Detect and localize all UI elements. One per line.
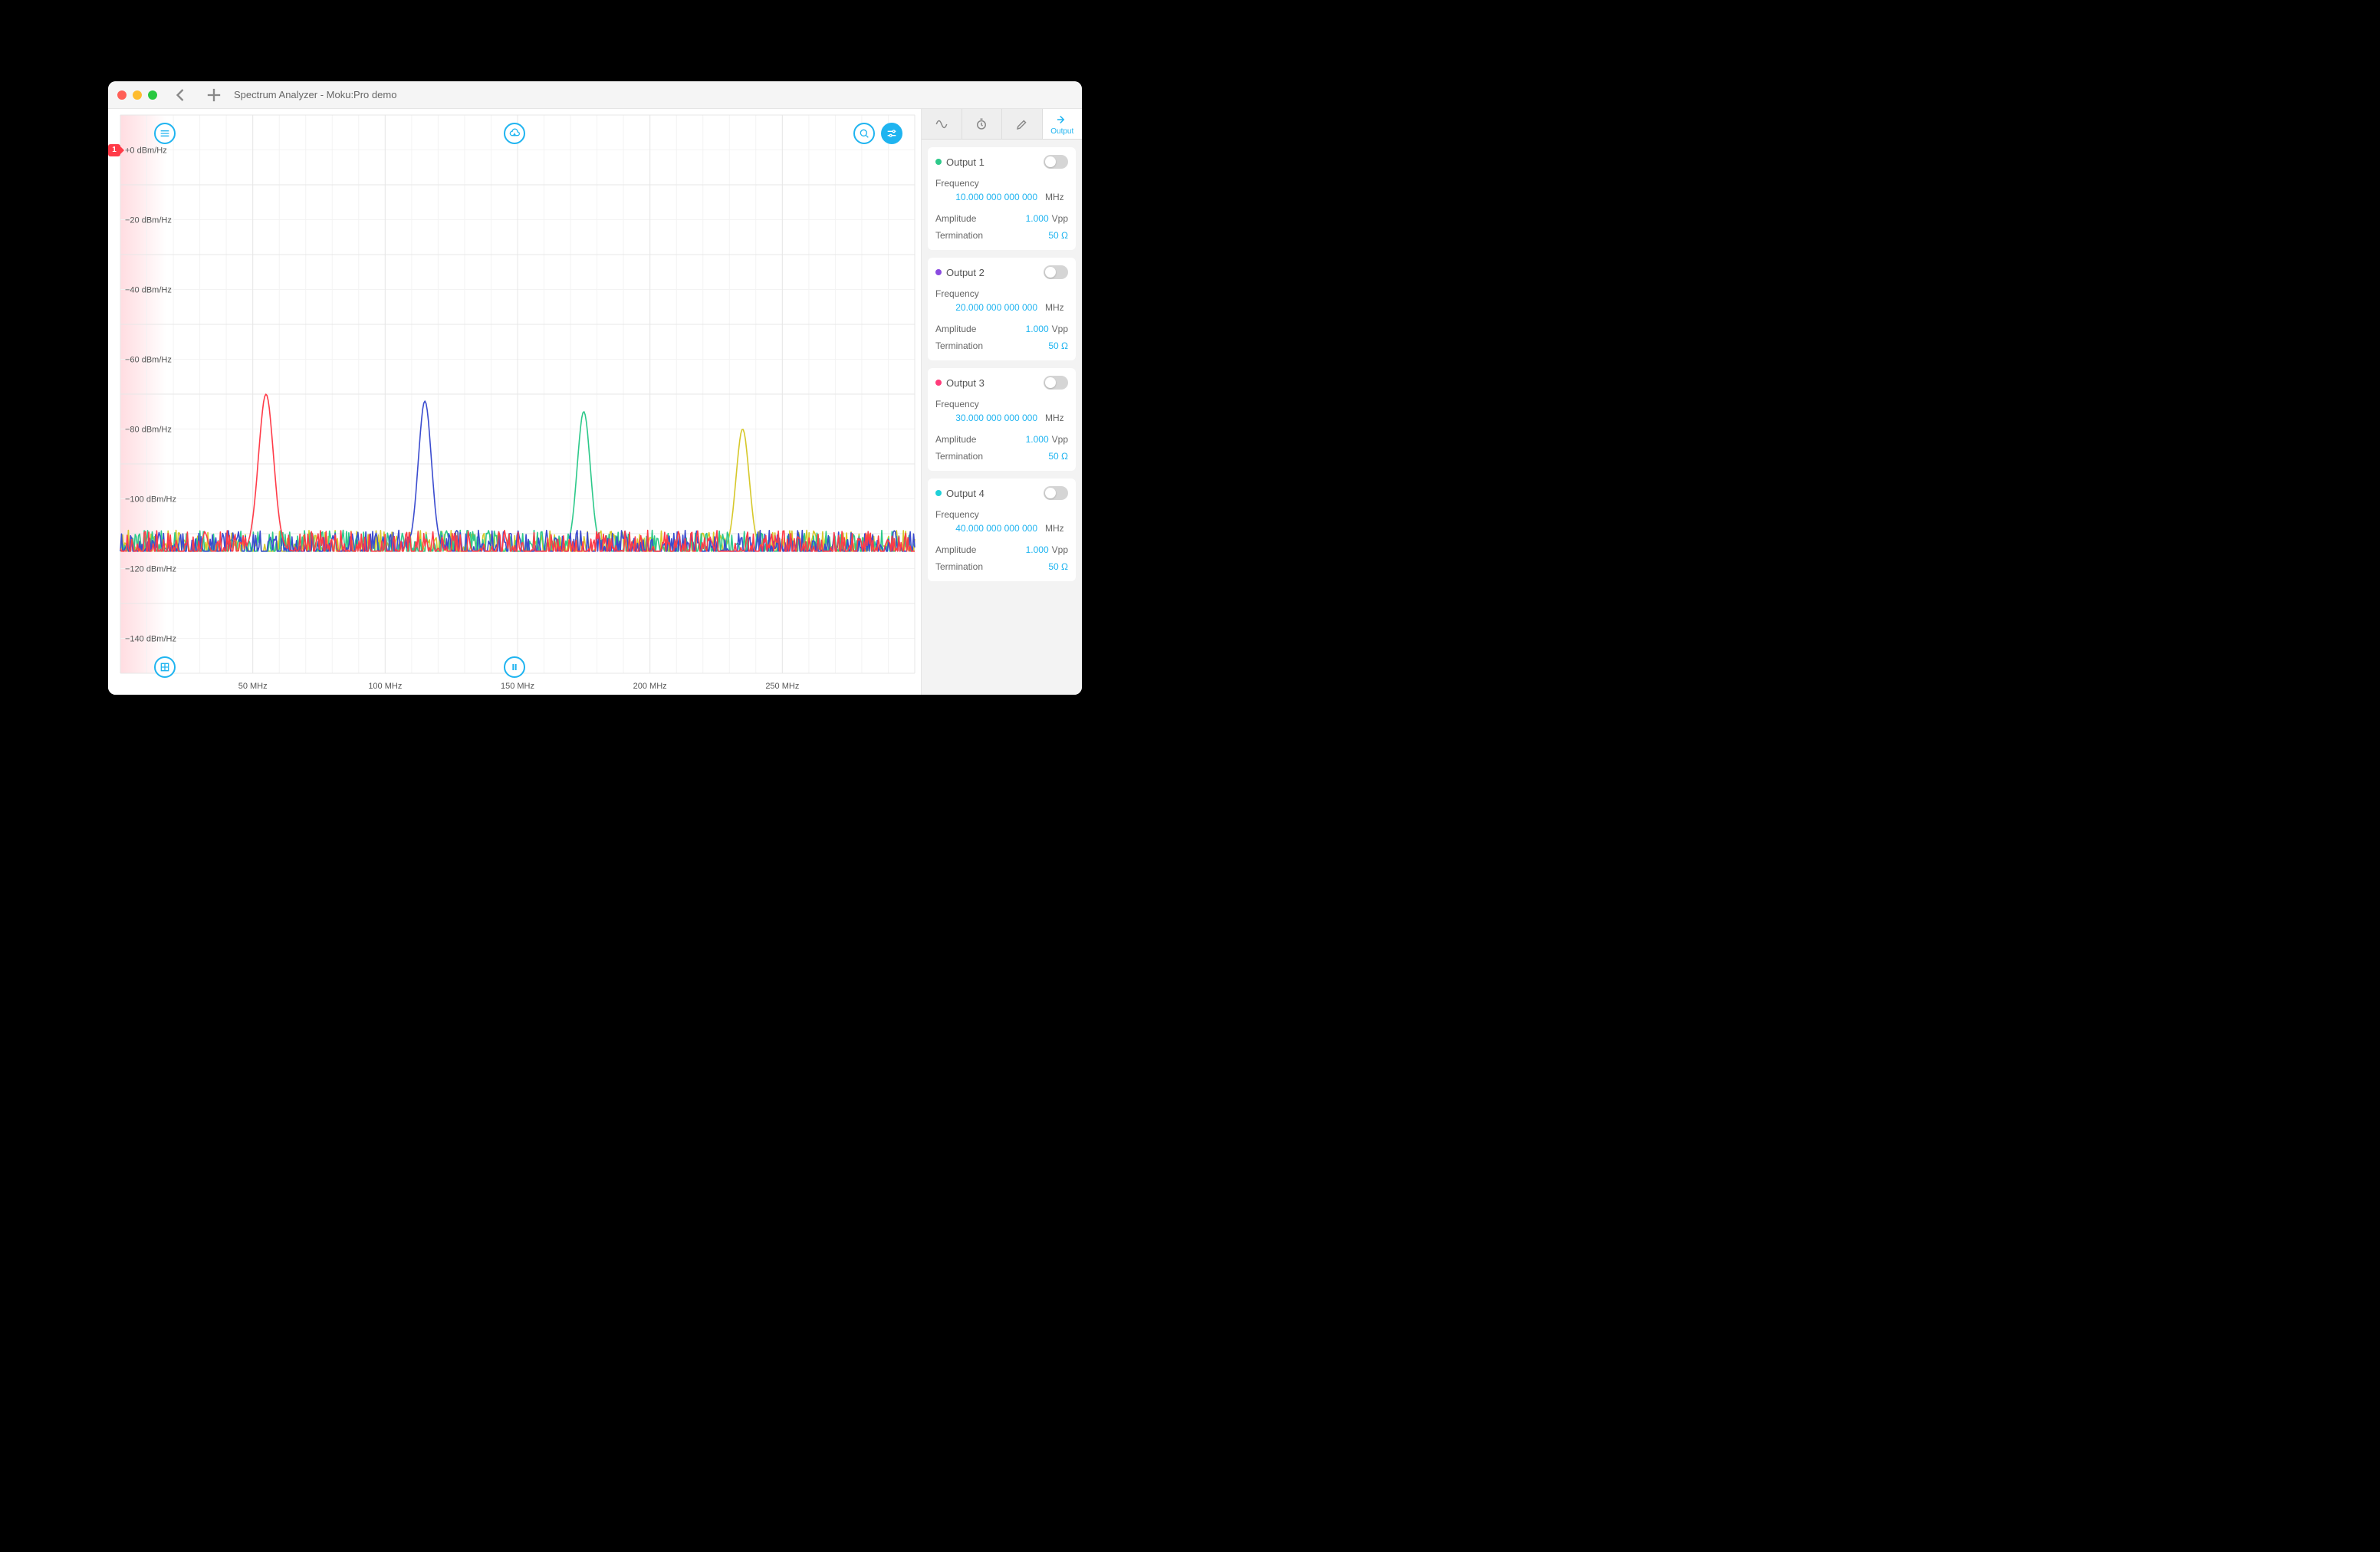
termination-label: Termination [935,340,983,351]
amplitude-label: Amplitude [935,544,976,555]
pause-icon[interactable] [504,656,525,678]
side-panel: Output Output 1 Frequency 10.000 000 000… [921,109,1082,695]
frequency-label: Frequency [935,288,1068,299]
termination-label: Termination [935,451,983,462]
termination-label: Termination [935,230,983,241]
tab-waveform[interactable] [922,109,962,139]
frequency-value[interactable]: 20.000 000 000 000 [955,302,1037,313]
amplitude-value[interactable]: 1.000 [1026,434,1049,445]
svg-text:50 MHz: 50 MHz [238,682,268,691]
grid-icon[interactable] [154,656,176,678]
output-name: Output 2 [946,267,985,278]
menu-icon[interactable] [154,123,176,144]
svg-text:100 MHz: 100 MHz [368,682,402,691]
chart-canvas: +0 dBm/Hz −20 dBm/Hz −40 dBm/Hz −60 dBm/Hz −… [108,109,921,695]
tab-timer[interactable] [962,109,1003,139]
svg-text:−20 dBm/Hz: −20 dBm/Hz [125,216,172,225]
zoom-reset-icon[interactable] [853,123,875,144]
frequency-unit: MHz [1045,192,1068,202]
amplitude-unit: Vpp [1052,324,1068,334]
tab-pencil[interactable] [1002,109,1043,139]
amplitude-value[interactable]: 1.000 [1026,544,1049,555]
marker-badge[interactable]: 1 [108,144,120,156]
tab-output-label: Output [1050,127,1073,136]
frequency-unit: MHz [1045,302,1068,313]
output-toggle[interactable] [1044,155,1068,169]
close-button[interactable] [117,90,127,100]
frequency-unit: MHz [1045,523,1068,534]
frequency-unit: MHz [1045,413,1068,423]
output-name: Output 3 [946,377,985,389]
svg-text:−80 dBm/Hz: −80 dBm/Hz [125,426,172,435]
frequency-label: Frequency [935,509,1068,520]
output-card: Output 3 Frequency 30.000 000 000 000 MH… [928,368,1076,471]
maximize-button[interactable] [148,90,157,100]
back-button[interactable] [169,84,191,106]
svg-text:−140 dBm/Hz: −140 dBm/Hz [125,635,176,644]
amplitude-label: Amplitude [935,213,976,224]
add-button[interactable] [203,84,225,106]
amplitude-value[interactable]: 1.000 [1026,213,1049,224]
app-window: Spectrum Analyzer - Moku:Pro demo +0 dBm… [108,81,1082,695]
amplitude-unit: Vpp [1052,434,1068,445]
termination-value[interactable]: 50 Ω [1048,561,1068,572]
output-card: Output 1 Frequency 10.000 000 000 000 MH… [928,147,1076,250]
svg-text:+0 dBm/Hz: +0 dBm/Hz [125,146,167,156]
output-card: Output 2 Frequency 20.000 000 000 000 MH… [928,258,1076,360]
output-name: Output 4 [946,488,985,499]
amplitude-value[interactable]: 1.000 [1026,324,1049,334]
termination-value[interactable]: 50 Ω [1048,451,1068,462]
content: +0 dBm/Hz −20 dBm/Hz −40 dBm/Hz −60 dBm/Hz −… [108,109,1082,695]
output-color-dot [935,490,942,496]
titlebar: Spectrum Analyzer - Moku:Pro demo [108,81,1082,109]
output-toggle[interactable] [1044,265,1068,279]
svg-text:−100 dBm/Hz: −100 dBm/Hz [125,495,176,505]
svg-text:−60 dBm/Hz: −60 dBm/Hz [125,356,172,365]
amplitude-label: Amplitude [935,434,976,445]
tab-output[interactable]: Output [1043,109,1083,139]
output-color-dot [935,159,942,165]
termination-value[interactable]: 50 Ω [1048,340,1068,351]
svg-text:200 MHz: 200 MHz [633,682,667,691]
cloud-download-icon[interactable] [504,123,525,144]
output-color-dot [935,269,942,275]
svg-text:150 MHz: 150 MHz [501,682,534,691]
svg-text:−40 dBm/Hz: −40 dBm/Hz [125,286,172,295]
amplitude-unit: Vpp [1052,544,1068,555]
svg-text:250 MHz: 250 MHz [765,682,799,691]
spectrum-chart[interactable]: +0 dBm/Hz −20 dBm/Hz −40 dBm/Hz −60 dBm/Hz −… [108,109,921,695]
window-title: Spectrum Analyzer - Moku:Pro demo [234,89,396,100]
frequency-label: Frequency [935,399,1068,409]
termination-value[interactable]: 50 Ω [1048,230,1068,241]
settings-sliders-icon[interactable] [881,123,902,144]
output-card: Output 4 Frequency 40.000 000 000 000 MH… [928,478,1076,581]
output-color-dot [935,380,942,386]
svg-text:−120 dBm/Hz: −120 dBm/Hz [125,565,176,574]
amplitude-label: Amplitude [935,324,976,334]
frequency-value[interactable]: 10.000 000 000 000 [955,192,1037,202]
output-toggle[interactable] [1044,486,1068,500]
frequency-label: Frequency [935,178,1068,189]
frequency-value[interactable]: 40.000 000 000 000 [955,523,1037,534]
frequency-value[interactable]: 30.000 000 000 000 [955,413,1037,423]
minimize-button[interactable] [133,90,142,100]
output-name: Output 1 [946,156,985,168]
termination-label: Termination [935,561,983,572]
amplitude-unit: Vpp [1052,213,1068,224]
side-tabs: Output [922,109,1082,140]
output-toggle[interactable] [1044,376,1068,390]
window-controls [117,90,157,100]
output-panels: Output 1 Frequency 10.000 000 000 000 MH… [922,140,1082,695]
